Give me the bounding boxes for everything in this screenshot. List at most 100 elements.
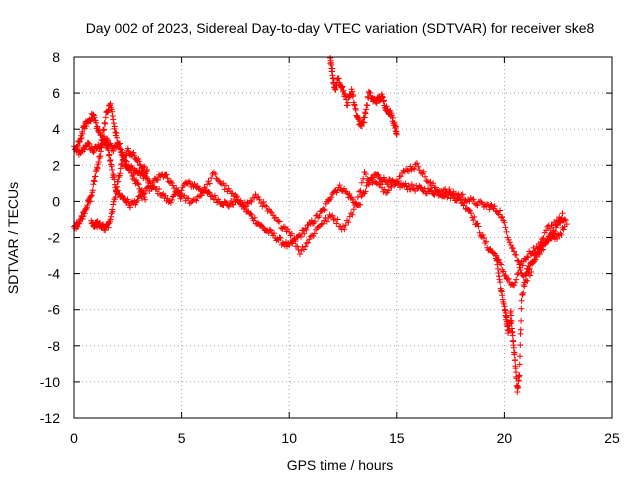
data-point	[440, 187, 447, 194]
data-point	[530, 244, 537, 251]
data-point	[331, 86, 338, 93]
data-point	[144, 167, 151, 174]
data-point	[518, 297, 525, 304]
x-tick-labels: 0 5 10 15 20 25	[70, 430, 620, 446]
data-point	[298, 247, 305, 254]
x-tick-label: 25	[604, 430, 620, 446]
data-point	[349, 196, 356, 203]
data-point	[358, 179, 365, 186]
data-point	[133, 177, 140, 184]
data-point	[74, 142, 81, 149]
data-point	[516, 372, 523, 379]
data-point	[363, 106, 370, 113]
data-point	[94, 164, 101, 171]
data-point	[124, 145, 131, 152]
data-point	[506, 239, 513, 246]
data-point	[388, 112, 395, 119]
series-trace-c	[73, 100, 149, 203]
data-point	[139, 190, 146, 197]
data-point	[356, 188, 363, 195]
data-point	[521, 283, 528, 290]
data-point	[136, 158, 143, 165]
data-point	[498, 288, 505, 295]
data-point	[109, 112, 116, 119]
data-point	[510, 245, 517, 252]
data-point	[291, 235, 298, 242]
data-point	[477, 198, 484, 205]
data-point	[362, 171, 369, 178]
data-point	[325, 214, 332, 221]
data-point	[544, 236, 551, 243]
data-point	[470, 217, 477, 224]
data-point	[251, 214, 258, 221]
data-point	[329, 212, 336, 219]
data-point	[114, 139, 121, 146]
data-point	[526, 265, 533, 272]
data-point	[104, 143, 111, 150]
data-point	[211, 192, 218, 199]
data-point	[419, 170, 426, 177]
y-tick-label: 0	[52, 193, 60, 209]
data-point	[274, 217, 281, 224]
data-point	[539, 236, 546, 243]
data-point	[560, 226, 567, 233]
data-point	[470, 196, 477, 203]
data-point	[383, 189, 390, 196]
data-point	[486, 206, 493, 213]
data-point	[233, 193, 240, 200]
data-point	[342, 91, 349, 98]
data-point	[185, 195, 192, 202]
data-point	[312, 218, 319, 225]
data-point	[523, 253, 530, 260]
data-point	[109, 208, 116, 215]
data-point	[277, 235, 284, 242]
data-point	[458, 191, 465, 198]
data-point	[304, 222, 311, 229]
data-point	[364, 102, 371, 109]
data-point	[494, 261, 501, 268]
data-point	[557, 230, 564, 237]
data-point	[504, 234, 511, 241]
data-point	[83, 123, 90, 130]
data-point	[543, 227, 550, 234]
data-point	[119, 149, 126, 156]
data-point	[388, 183, 395, 190]
data-point	[74, 223, 81, 230]
data-point	[316, 213, 323, 220]
y-tick-label: -2	[48, 230, 61, 246]
data-point	[175, 190, 182, 197]
data-point	[335, 75, 342, 82]
data-point	[518, 305, 525, 312]
data-point	[252, 191, 259, 198]
data-point	[315, 214, 322, 221]
y-tick-label: 6	[52, 85, 60, 101]
data-point	[114, 134, 121, 141]
data-point	[111, 123, 118, 130]
data-point	[212, 171, 219, 178]
data-point	[74, 143, 81, 150]
data-point	[88, 144, 95, 151]
data-point	[380, 97, 387, 104]
data-point	[476, 229, 483, 236]
data-point	[256, 196, 263, 203]
data-point	[392, 123, 399, 130]
data-point	[558, 215, 565, 222]
data-point	[368, 174, 375, 181]
data-point	[501, 219, 508, 226]
data-point	[465, 207, 472, 214]
data-point	[408, 181, 415, 188]
data-point	[348, 210, 355, 217]
data-point	[408, 166, 415, 173]
data-point	[140, 190, 147, 197]
data-point	[364, 93, 371, 100]
data-point	[405, 182, 412, 189]
data-point	[499, 213, 506, 220]
data-point	[381, 186, 388, 193]
data-point	[352, 105, 359, 112]
data-point	[495, 270, 502, 277]
data-point	[198, 192, 205, 199]
data-point	[515, 383, 522, 390]
data-point	[354, 194, 361, 201]
data-point	[532, 256, 539, 263]
data-point	[127, 165, 134, 172]
